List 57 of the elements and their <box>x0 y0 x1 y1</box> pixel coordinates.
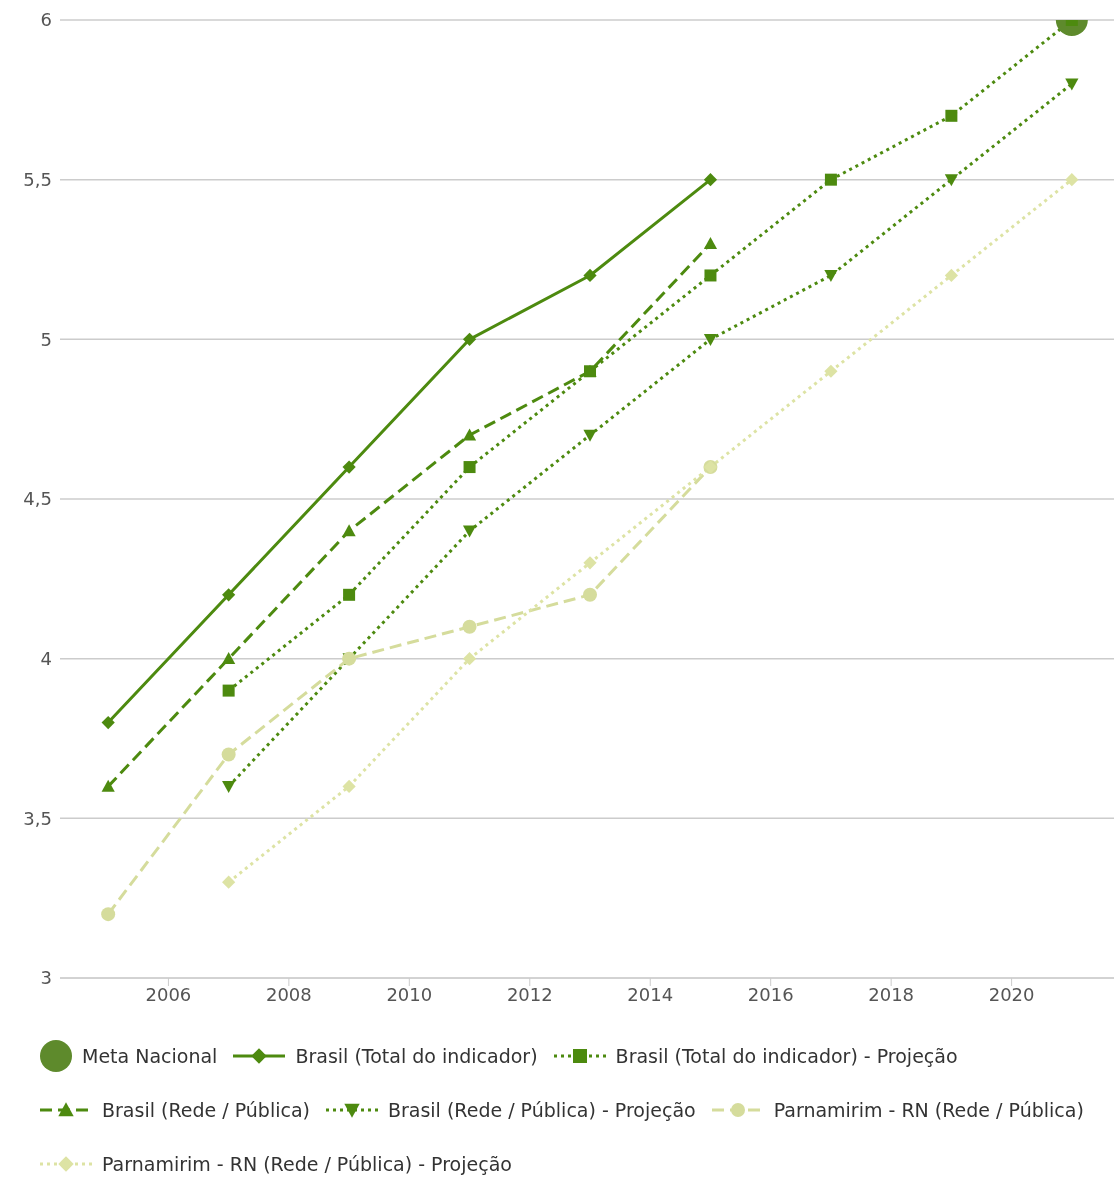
point <box>824 364 838 378</box>
legend-label: Parnamirim - RN (Rede / Pública) <box>773 1099 1084 1121</box>
y-tick-label: 5 <box>40 328 52 350</box>
y-tick-label: 4 <box>40 648 52 670</box>
legend-label: Brasil (Rede / Pública) - Projeção <box>387 1099 696 1121</box>
legend-label: Parnamirim - RN (Rede / Pública) - Projeção <box>102 1153 512 1175</box>
x-tick-label: 2020 <box>988 983 1035 1005</box>
y-tick-label: 3 <box>40 967 52 989</box>
point <box>1065 173 1079 187</box>
y-tick-label: 3,5 <box>23 807 52 829</box>
point <box>583 556 597 570</box>
point <box>222 652 236 665</box>
point <box>222 684 235 697</box>
point <box>101 715 115 730</box>
point <box>462 652 477 666</box>
x-tick-label: 2006 <box>145 983 192 1005</box>
legend-label: Brasil (Total do indicador) <box>295 1045 538 1067</box>
point <box>583 429 597 442</box>
point <box>583 587 598 602</box>
point <box>222 875 236 889</box>
point <box>583 268 597 283</box>
point <box>703 236 718 249</box>
x-tick-label: 2018 <box>868 983 915 1005</box>
point <box>343 588 356 601</box>
legend-label: Meta Nacional <box>82 1045 218 1067</box>
point <box>462 619 477 634</box>
point <box>101 907 116 922</box>
point <box>462 428 477 441</box>
legend-label: Brasil (Rede / Pública) <box>102 1099 310 1121</box>
point <box>342 524 356 537</box>
y-tick-label: 4,5 <box>23 488 52 510</box>
x-tick-label: 2014 <box>627 983 674 1005</box>
x-tick-label: 2010 <box>386 983 433 1005</box>
point <box>824 270 838 283</box>
x-tick-label: 2016 <box>747 983 794 1005</box>
point <box>944 174 958 187</box>
point <box>1065 78 1079 91</box>
point <box>462 332 477 346</box>
x-tick-label: 2012 <box>506 983 553 1005</box>
point <box>704 269 717 282</box>
point <box>824 173 837 186</box>
point <box>101 779 115 792</box>
point <box>703 173 718 187</box>
x-tick-label: 2008 <box>265 983 312 1005</box>
point <box>222 781 236 793</box>
point <box>703 333 718 346</box>
legend-label: Brasil (Total do indicador) - Projeção <box>615 1045 958 1067</box>
point <box>342 779 356 793</box>
point <box>221 747 236 762</box>
point <box>222 588 236 602</box>
point <box>463 461 476 474</box>
y-tick-label: 6 <box>40 9 52 31</box>
point <box>462 525 477 538</box>
point <box>945 109 958 122</box>
y-tick-label: 5,5 <box>23 169 52 191</box>
point <box>342 460 356 474</box>
point <box>944 268 958 283</box>
